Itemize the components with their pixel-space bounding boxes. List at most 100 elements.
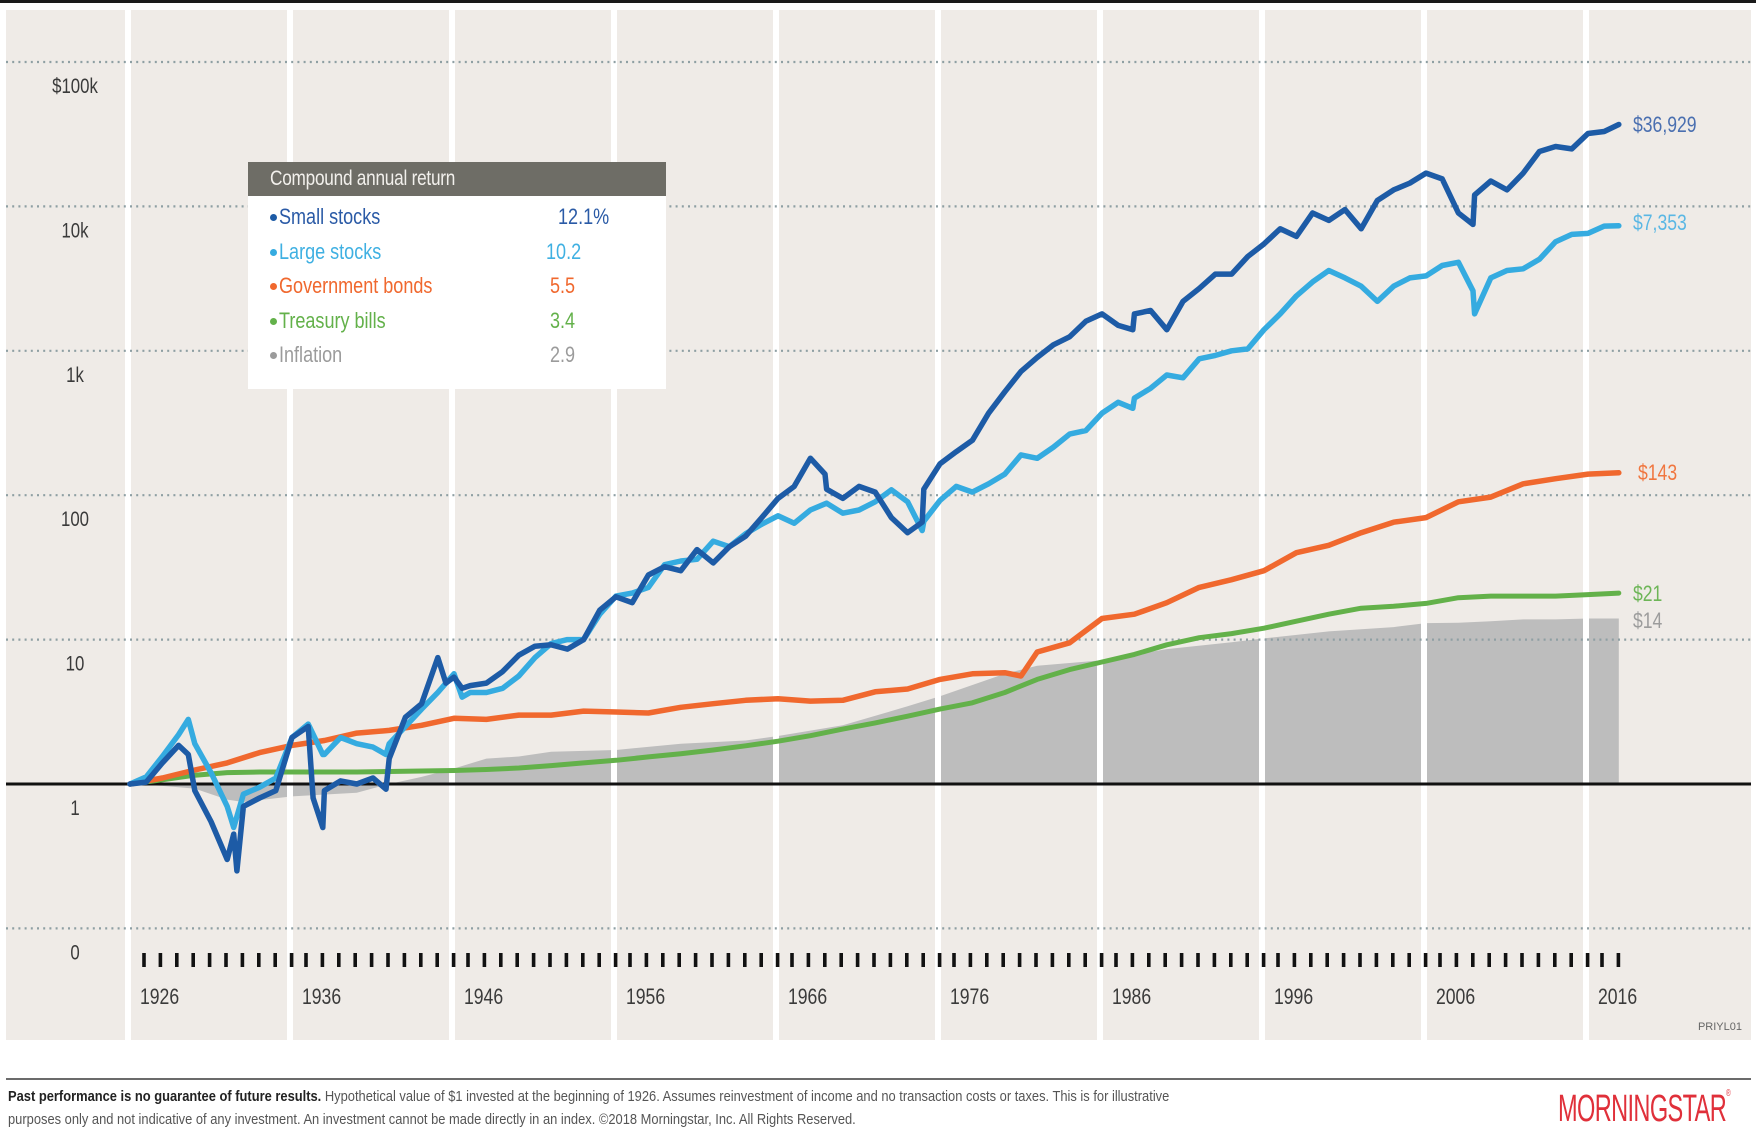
x-minor-tick (1325, 953, 1329, 967)
legend-item-value: 2.9 (550, 342, 576, 367)
legend-item-value: 5.5 (550, 273, 576, 298)
end-label-small-stocks: $36,929 (1633, 113, 1697, 137)
x-minor-tick (435, 953, 439, 967)
x-minor-tick (888, 953, 893, 967)
x-minor-tick (1374, 953, 1379, 967)
x-minor-tick (1179, 953, 1184, 967)
x-tick-label: 2006 (1436, 985, 1475, 1009)
x-minor-tick (905, 953, 909, 967)
legend-title: Compound annual return (248, 162, 666, 196)
x-minor-tick (1196, 953, 1200, 967)
x-minor-tick (613, 953, 618, 967)
footer-rule (6, 1078, 1751, 1080)
x-minor-tick (677, 953, 681, 967)
x-minor-tick (661, 953, 665, 967)
decade-separator-1966 (773, 10, 779, 1040)
x-minor-tick (289, 953, 294, 967)
series-end-labels: $36,929 $7,353 $143 $21 $14 (1633, 113, 1697, 633)
x-minor-tick (1309, 953, 1313, 967)
x-minor-tick (1001, 953, 1005, 967)
x-minor-tick (273, 953, 277, 967)
decade-separator-1976 (935, 10, 941, 1040)
x-minor-tick (1553, 953, 1557, 967)
x-minor-tick (1569, 953, 1573, 967)
morningstar-logo: MORNINGSTAR® (1558, 1088, 1731, 1130)
inflation-area (130, 618, 1619, 802)
x-minor-tick (1454, 953, 1459, 967)
x-minor-tick (581, 953, 585, 967)
y-tick-label: 10k (61, 220, 89, 243)
end-label-government-bonds: $143 (1638, 461, 1677, 485)
y-tick-label: $100k (52, 75, 98, 98)
x-minor-tick (1099, 953, 1104, 967)
x-minor-tick (1487, 953, 1491, 967)
x-tick-label: 1946 (464, 985, 503, 1009)
legend-item: Treasury bills 3.4 (248, 304, 666, 339)
footer-bold: Past performance is no guarantee of futu… (8, 1088, 322, 1105)
x-tick-label: 1966 (788, 985, 827, 1009)
decade-separator-1996 (1259, 10, 1265, 1040)
x-minor-tick (839, 953, 843, 967)
x-minor-tick (1341, 953, 1346, 967)
decade-separator-1986 (1097, 10, 1103, 1040)
x-minor-tick (1034, 953, 1038, 967)
x-minor-tick (1585, 953, 1590, 967)
x-minor-tick (482, 953, 487, 967)
y-tick-label: 0 (70, 942, 79, 965)
x-minor-tick (224, 953, 228, 967)
x-minor-tick (1438, 953, 1442, 967)
x-minor-tick (726, 953, 731, 967)
legend-dot-icon (270, 317, 277, 325)
x-minor-tick (1600, 953, 1604, 967)
legend-item-label: Inflation (279, 342, 343, 367)
series-lines (127, 121, 1622, 874)
footer-line-2: purposes only and not indicative of any … (8, 1111, 856, 1128)
x-minor-tick (1245, 953, 1249, 967)
x-minor-tick (1114, 953, 1118, 967)
x-minor-tick (952, 953, 956, 967)
x-minor-tick (1083, 953, 1087, 967)
x-tick-label: 1956 (626, 985, 665, 1009)
x-minor-tick (451, 953, 456, 967)
x-minor-tick (207, 953, 212, 967)
inflation-area-layer (130, 618, 1619, 802)
x-tick-label: 1986 (1112, 985, 1151, 1009)
y-tick-label: 100 (61, 509, 89, 532)
x-minor-tick (1067, 953, 1071, 967)
x-minor-tick (353, 953, 357, 967)
x-minor-tick (369, 953, 374, 967)
x-minor-tick (1536, 953, 1541, 967)
end-label-treasury-bills: $21 (1633, 582, 1662, 606)
end-label-inflation: $14 (1633, 609, 1662, 633)
x-minor-tick (564, 953, 569, 967)
x-minor-tick (419, 953, 423, 967)
series-line-government-bonds (127, 470, 1622, 787)
legend-item-label: Small stocks (279, 204, 381, 229)
x-minor-tick (921, 953, 925, 967)
x-minor-tick (1407, 953, 1411, 967)
x-minor-tick (531, 953, 536, 967)
legend-item: Inflation 2.9 (248, 338, 666, 373)
x-minor-tick (240, 953, 245, 967)
top-border (0, 0, 1756, 3)
decade-separator-2016 (1583, 10, 1589, 1040)
x-minor-tick (1292, 953, 1297, 967)
legend-item-value: 3.4 (550, 307, 576, 333)
decade-column-separators (125, 10, 1589, 1040)
x-minor-tick (1471, 953, 1475, 967)
x-minor-tick (1520, 953, 1524, 967)
decade-separator-2006 (1421, 10, 1427, 1040)
x-minor-tick (937, 953, 942, 967)
x-axis-labels: 1926 1936 1946 1956 1966 1976 1986 1996 2006 2016 (140, 985, 1637, 1009)
x-minor-tick (1616, 953, 1621, 967)
legend-item-label: Large stocks (279, 238, 382, 264)
legend-item-label: Government bonds (279, 273, 433, 298)
legend: Compound annual return Small stocks 12.1%… (248, 162, 666, 389)
legend-dot-icon (270, 248, 277, 256)
x-minor-tick (644, 953, 649, 967)
x-minor-tick (257, 953, 261, 967)
x-minor-tick (1358, 953, 1362, 967)
x-minor-tick (337, 953, 341, 967)
x-minor-tick (466, 953, 470, 967)
